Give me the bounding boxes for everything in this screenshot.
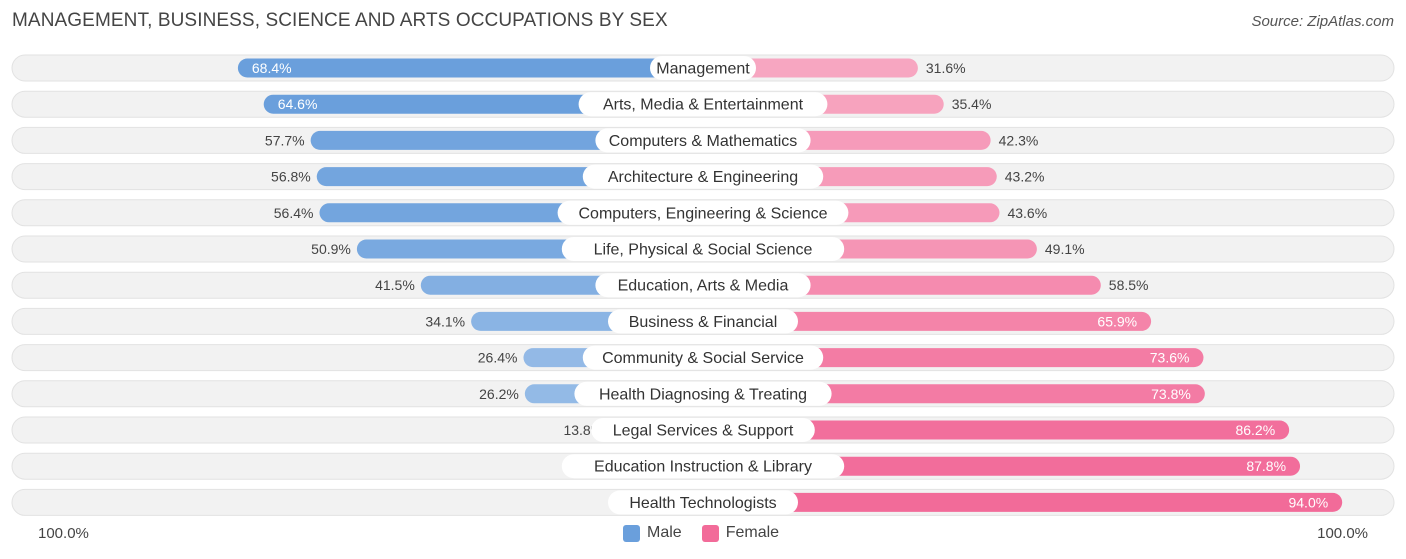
legend-item-female: Female xyxy=(701,524,780,542)
category-label-pill xyxy=(578,92,828,117)
legend-item-male: Male xyxy=(623,524,682,542)
category-label-pill xyxy=(582,345,824,370)
female-value-label: 94.0% xyxy=(1288,494,1328,510)
category-label: Community & Social Service xyxy=(602,350,804,367)
male-value-label: 57.7% xyxy=(265,132,305,148)
female-value-label: 35.4% xyxy=(952,96,992,112)
category-label-pill xyxy=(557,200,849,225)
female-value-label: 86.2% xyxy=(1235,422,1275,438)
male-value-label: 68.4% xyxy=(252,60,292,76)
female-bar xyxy=(703,492,1343,512)
category-label-pill xyxy=(591,418,815,442)
female-value-label: 43.2% xyxy=(1005,169,1045,185)
category-label-pill xyxy=(650,56,756,80)
category-label: Arts, Media & Entertainment xyxy=(603,97,804,114)
category-label-pill xyxy=(595,128,811,153)
female-value-label: 58.5% xyxy=(1109,277,1149,293)
category-label-pill xyxy=(608,490,798,515)
female-bar xyxy=(703,456,1301,476)
category-label: Education, Arts & Media xyxy=(618,278,789,295)
category-label: Computers, Engineering & Science xyxy=(578,205,827,222)
female-bar xyxy=(703,348,1204,368)
female-value-label: 87.8% xyxy=(1246,458,1286,474)
category-label: Health Technologists xyxy=(629,495,776,512)
category-label: Architecture & Engineering xyxy=(608,169,798,186)
source-note: Source: ZipAtlas.com xyxy=(1251,13,1394,30)
category-label: Education Instruction & Library xyxy=(594,459,812,476)
category-label: Life, Physical & Social Science xyxy=(594,242,813,259)
category-label: Legal Services & Support xyxy=(613,423,794,440)
legend-swatch-male xyxy=(623,524,640,542)
category-label: Management xyxy=(656,61,750,78)
male-value-label: 56.8% xyxy=(271,169,311,185)
male-value-label: 64.6% xyxy=(278,96,318,112)
male-value-label: 41.5% xyxy=(375,277,415,293)
category-label: Business & Financial xyxy=(629,314,778,331)
category-label-pill xyxy=(561,237,845,261)
category-label-pill xyxy=(595,273,811,298)
legend-label-male: Male xyxy=(647,524,682,541)
legend-swatch-female xyxy=(701,524,719,542)
female-value-label: 31.6% xyxy=(926,60,966,76)
category-label-pill xyxy=(561,454,845,479)
female-bar xyxy=(703,58,918,78)
category-label: Computers & Mathematics xyxy=(609,133,798,150)
male-value-label: 26.2% xyxy=(479,386,519,402)
male-value-label: 26.4% xyxy=(478,350,518,366)
male-value-label: 34.1% xyxy=(425,313,465,329)
category-label-pill xyxy=(608,309,798,334)
legend: Male Female xyxy=(623,524,799,542)
male-value-label: 50.9% xyxy=(311,241,351,257)
legend-label-female: Female xyxy=(725,524,780,541)
female-bar xyxy=(703,311,1152,331)
category-label: Health Diagnosing & Treating xyxy=(599,386,807,403)
chart-title: MANAGEMENT, BUSINESS, SCIENCE AND ARTS O… xyxy=(12,10,668,31)
female-value-label: 43.6% xyxy=(1007,205,1047,221)
female-value-label: 42.3% xyxy=(999,132,1039,148)
axis-label-left: 100.0% xyxy=(38,525,89,542)
category-label-pill xyxy=(582,164,824,189)
axis-label-right: 100.0% xyxy=(1317,525,1368,542)
male-bar xyxy=(237,58,703,78)
male-value-label: 56.4% xyxy=(274,205,314,221)
female-value-label: 73.8% xyxy=(1151,386,1191,402)
female-value-label: 65.9% xyxy=(1097,313,1137,329)
female-bar xyxy=(703,420,1290,440)
category-label-pill xyxy=(574,381,832,406)
female-value-label: 49.1% xyxy=(1045,241,1085,257)
female-value-label: 73.6% xyxy=(1150,350,1190,366)
